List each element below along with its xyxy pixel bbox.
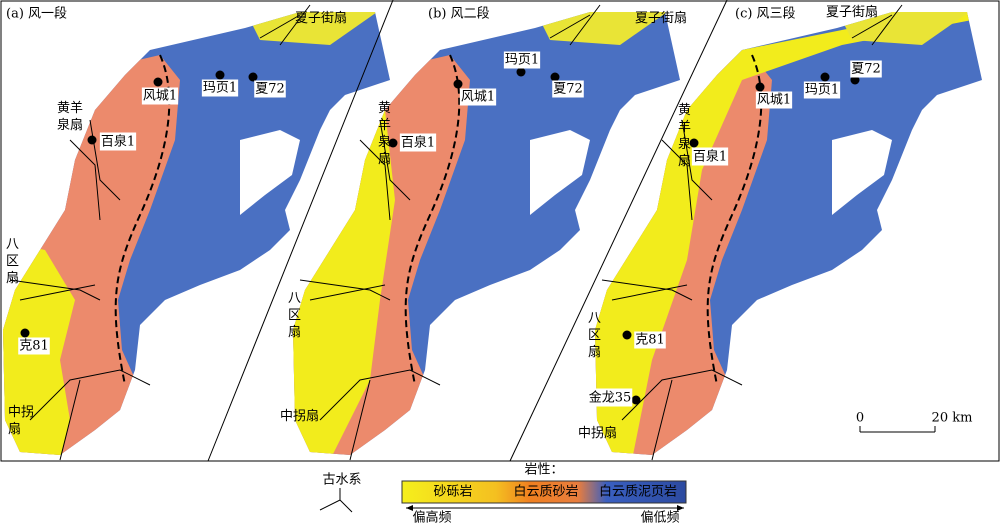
legend-class: 白云质砂岩 [513,484,578,500]
well-label-bg [691,147,729,166]
legend-high: 偏低频 [640,511,679,526]
frame [0,0,1000,462]
well [453,79,463,89]
sandy-conglomerate-area [535,12,670,45]
drainage-label: 古水系 [322,473,361,488]
lake [240,130,300,215]
panel-title: (a) 风一段 [6,7,67,22]
paleo-drainage [9,4,311,461]
well-label: 风城1 [461,90,495,105]
well-label: 百泉1 [693,149,727,165]
well [388,138,398,148]
well [87,135,97,145]
well [153,77,163,87]
fan-label: 中拐扇 [8,405,35,437]
panel-divider [207,0,394,462]
well [820,72,830,82]
well-label: 风城1 [757,93,791,108]
well [689,138,699,148]
well-label-bg [99,132,137,151]
well-label: 玛页1 [505,53,539,68]
fan-label: 中拐扇 [578,426,618,441]
well [20,328,30,338]
scale-ticks [859,426,936,432]
fan-label: 黄羊泉扇 [57,101,84,133]
lake [530,130,590,215]
legend-title: 岩性： [524,463,563,478]
well [248,72,258,82]
fan-label: 八区扇 [6,237,20,286]
well-label: 克81 [635,333,665,348]
panel-divider [509,0,728,462]
well-label-bg [552,80,584,98]
well-label-bg [399,133,437,152]
fan-label: 夏子街扇 [635,11,688,26]
fan-label: 黄羊泉扇 [378,101,392,167]
well-label-bg [503,51,541,69]
well-label-bg [18,337,50,355]
well-label-bg [201,79,239,97]
sandy-conglomerate-area [245,12,380,45]
scale-start: 0 [856,411,864,426]
well-label: 夏72 [255,82,285,97]
paleo-drainage [601,4,903,461]
lake [832,130,892,215]
well-label: 夏72 [553,82,583,97]
well-label: 金龙35 [589,390,632,406]
fan-label: 八区扇 [588,311,602,360]
fan-label: 夏子街扇 [826,5,879,20]
well [550,72,560,82]
well [516,67,526,77]
fan-label: 夏子街扇 [295,11,348,26]
well [622,330,632,340]
well-label: 玛页1 [203,81,237,96]
well [215,70,225,80]
well [850,75,860,85]
panel-title: (c) 风三段 [735,7,796,22]
fan-boundary [404,54,461,386]
legend-class: 白云质泥页岩 [599,484,677,500]
well [631,395,641,405]
well-label: 百泉1 [101,134,135,150]
well-label-bg [141,87,179,105]
scale-end: 20 km [932,411,973,426]
paleo-drainage [299,4,601,461]
fan-label: 中拐扇 [280,409,320,424]
panel-title: (b) 风二段 [428,7,490,22]
well-label-bg [587,388,633,407]
well-label: 夏72 [851,62,881,77]
well-label: 百泉1 [401,135,435,151]
fan-label: 黄羊泉扇 [678,103,692,169]
panel-map [3,4,390,461]
well [755,82,765,92]
well-label-bg [755,91,793,109]
drainage-icon [319,488,353,513]
sandy-conglomerate-area [595,12,972,455]
legend-bar [401,480,687,504]
legend-low: 偏高频 [412,510,451,526]
well-label: 玛页1 [805,83,839,98]
sandy-conglomerate-area [837,12,972,45]
fan-label: 八区扇 [288,291,302,340]
legend-class: 砂砾岩 [433,485,472,500]
well-label-bg [803,81,841,99]
well-label-bg [634,331,666,349]
well-label-bg [850,60,882,78]
well-label: 克81 [19,339,49,354]
well-label-bg [254,80,286,98]
well-label-bg [459,88,497,106]
well-label: 风城1 [143,89,177,104]
